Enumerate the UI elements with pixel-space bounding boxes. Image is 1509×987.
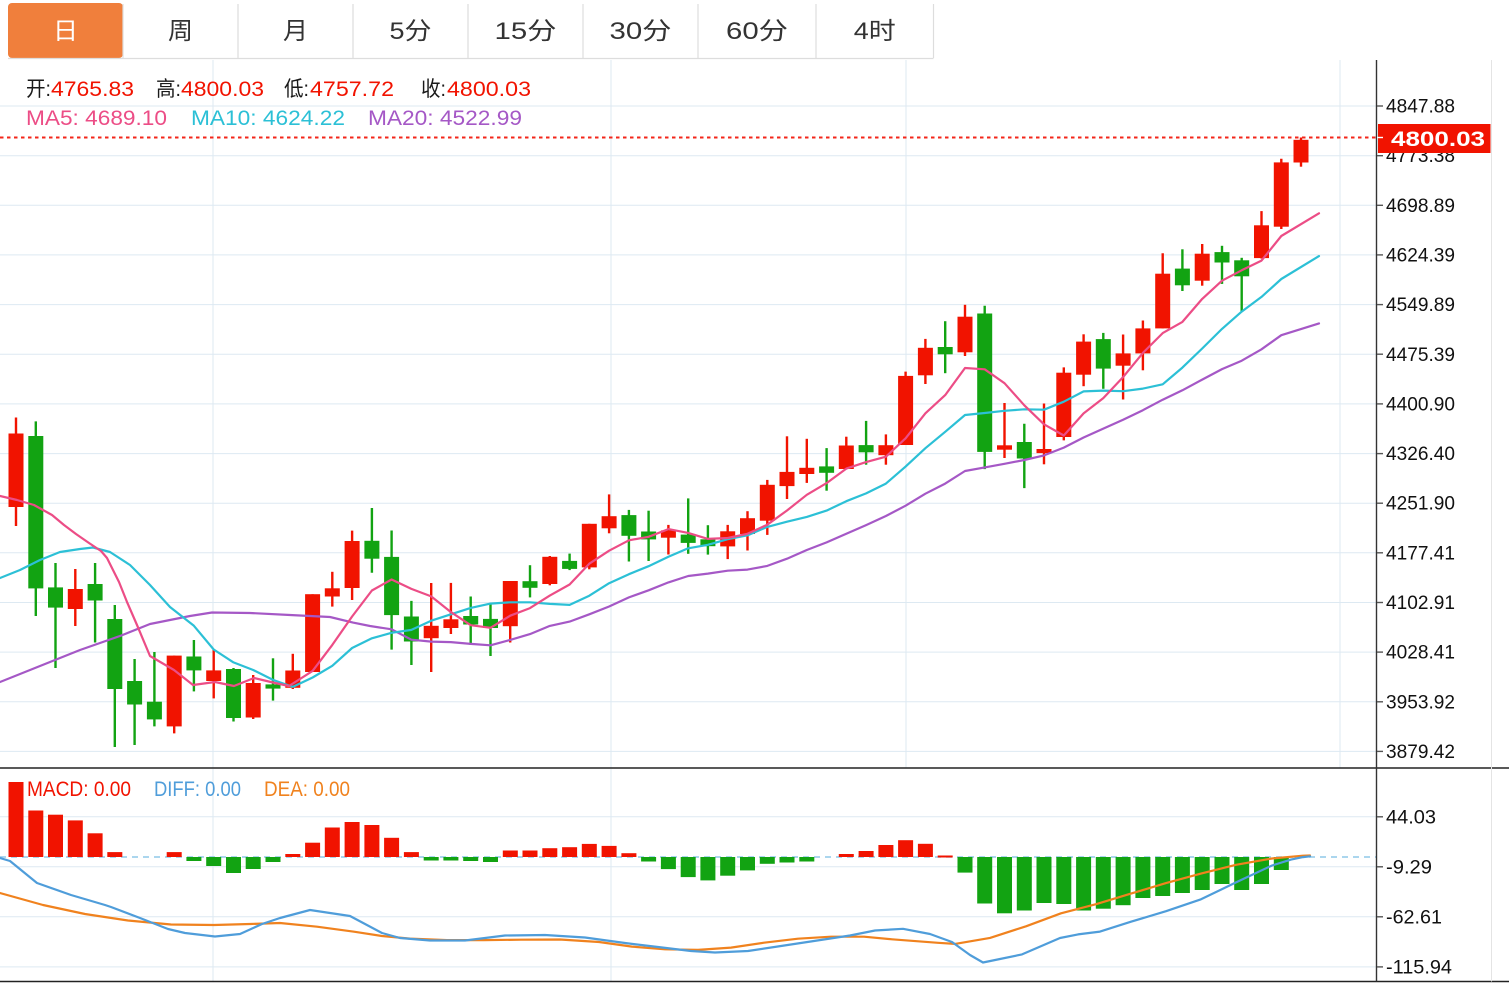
svg-text:MA10: 4624.22: MA10: 4624.22	[191, 107, 345, 130]
svg-text:收:: 收:	[421, 78, 446, 101]
svg-text:4847.88: 4847.88	[1386, 97, 1455, 118]
svg-text:4765.83: 4765.83	[51, 78, 134, 101]
svg-text:低:: 低:	[284, 78, 309, 101]
svg-text:4时: 4时	[854, 18, 896, 45]
svg-text:-115.94: -115.94	[1386, 957, 1452, 978]
svg-text:4326.40: 4326.40	[1386, 444, 1455, 465]
svg-text:15分: 15分	[495, 18, 557, 45]
svg-text:DIFF: 0.00: DIFF: 0.00	[154, 778, 241, 801]
svg-text:DEA: 0.00: DEA: 0.00	[264, 778, 350, 801]
svg-text:3879.42: 3879.42	[1386, 742, 1455, 763]
svg-text:4400.90: 4400.90	[1386, 394, 1455, 415]
svg-text:44.03: 44.03	[1386, 807, 1436, 828]
svg-text:MACD: 0.00: MACD: 0.00	[27, 778, 131, 801]
svg-text:4800.03: 4800.03	[1391, 128, 1485, 151]
svg-text:4475.39: 4475.39	[1386, 345, 1455, 366]
svg-text:高:: 高:	[156, 78, 181, 101]
svg-text:-9.29: -9.29	[1386, 857, 1432, 878]
svg-text:30分: 30分	[610, 18, 672, 45]
svg-text:5分: 5分	[390, 18, 432, 45]
svg-text:4028.41: 4028.41	[1386, 643, 1455, 664]
svg-text:日: 日	[53, 18, 78, 45]
svg-text:MA20: 4522.99: MA20: 4522.99	[368, 107, 522, 130]
svg-text:4549.89: 4549.89	[1386, 295, 1455, 316]
svg-text:4800.03: 4800.03	[447, 78, 531, 101]
svg-text:月: 月	[283, 18, 308, 45]
svg-text:4177.41: 4177.41	[1386, 543, 1455, 564]
svg-text:周: 周	[168, 18, 193, 45]
svg-text:4624.39: 4624.39	[1386, 245, 1455, 266]
svg-text:MA5: 4689.10: MA5: 4689.10	[26, 107, 167, 130]
svg-text:60分: 60分	[726, 18, 788, 45]
svg-text:开:: 开:	[26, 78, 51, 101]
svg-text:4251.90: 4251.90	[1386, 494, 1455, 515]
svg-text:-62.61: -62.61	[1386, 907, 1442, 928]
svg-text:4102.91: 4102.91	[1386, 593, 1455, 614]
svg-text:4800.03: 4800.03	[181, 78, 264, 101]
svg-text:3953.92: 3953.92	[1386, 692, 1455, 713]
svg-text:4698.89: 4698.89	[1386, 196, 1455, 217]
svg-text:4757.72: 4757.72	[310, 78, 394, 101]
